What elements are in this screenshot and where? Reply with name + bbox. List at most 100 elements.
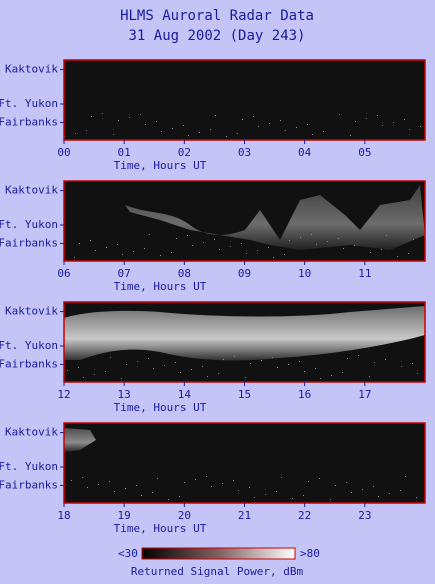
colorbar-max: >80 bbox=[300, 547, 320, 560]
noise-dot bbox=[362, 489, 363, 490]
noise-dot bbox=[347, 358, 348, 359]
noise-dot bbox=[234, 356, 235, 357]
noise-dot bbox=[122, 254, 123, 255]
noise-dot bbox=[316, 244, 317, 245]
noise-dot bbox=[296, 127, 297, 128]
noise-dot bbox=[288, 364, 289, 365]
noise-dot bbox=[373, 486, 374, 487]
x-tick-label: 19 bbox=[118, 509, 131, 522]
y-category-label: Fairbanks bbox=[0, 478, 58, 491]
noise-dot bbox=[351, 492, 352, 493]
noise-dot bbox=[381, 249, 382, 250]
noise-dot bbox=[183, 125, 184, 126]
noise-dot bbox=[400, 490, 401, 491]
x-tick-label: 16 bbox=[298, 388, 311, 401]
x-tick-label: 14 bbox=[178, 388, 192, 401]
noise-dot bbox=[241, 243, 242, 244]
noise-dot bbox=[338, 238, 339, 239]
noise-dot bbox=[102, 113, 103, 114]
y-category-label: Kaktovik bbox=[5, 305, 58, 318]
x-tick-label: 03 bbox=[238, 146, 251, 159]
noise-dot bbox=[393, 122, 394, 123]
noise-dot bbox=[307, 124, 308, 125]
noise-dot bbox=[149, 234, 150, 235]
radar-echo bbox=[64, 428, 96, 452]
x-tick-label: 21 bbox=[238, 509, 251, 522]
colorbar-min: <30 bbox=[118, 547, 138, 560]
noise-dot bbox=[354, 245, 355, 246]
x-tick-label: 04 bbox=[298, 146, 312, 159]
noise-dot bbox=[335, 485, 336, 486]
noise-dot bbox=[79, 243, 80, 244]
noise-dot bbox=[184, 482, 185, 483]
radar-echo bbox=[64, 306, 425, 361]
x-tick-label: 15 bbox=[238, 388, 251, 401]
noise-dot bbox=[153, 368, 154, 369]
noise-dot bbox=[300, 237, 301, 238]
noise-dot bbox=[83, 377, 84, 378]
noise-dot bbox=[299, 361, 300, 362]
noise-dot bbox=[141, 495, 142, 496]
x-tick-label: 08 bbox=[178, 267, 191, 280]
noise-dot bbox=[125, 488, 126, 489]
noise-dot bbox=[358, 355, 359, 356]
noise-dot bbox=[71, 480, 72, 481]
noise-dot bbox=[94, 374, 95, 375]
noise-dot bbox=[258, 126, 259, 127]
noise-dot bbox=[145, 124, 146, 125]
noise-dot bbox=[202, 366, 203, 367]
noise-dot bbox=[276, 491, 277, 492]
colorbar-label: Returned Signal Power, dBm bbox=[131, 565, 304, 578]
y-category-label: Fairbanks bbox=[0, 115, 58, 128]
x-axis-label: Time, Hours UT bbox=[114, 401, 207, 414]
noise-dot bbox=[215, 115, 216, 116]
noise-dot bbox=[114, 491, 115, 492]
noise-dot bbox=[420, 126, 421, 127]
noise-dot bbox=[223, 359, 224, 360]
noise-dot bbox=[195, 479, 196, 480]
x-tick-label: 10 bbox=[298, 267, 311, 280]
noise-dot bbox=[192, 245, 193, 246]
noise-dot bbox=[249, 487, 250, 488]
noise-dot bbox=[191, 369, 192, 370]
noise-dot bbox=[219, 249, 220, 250]
noise-dot bbox=[272, 357, 273, 358]
noise-dot bbox=[95, 250, 96, 251]
noise-dot bbox=[346, 482, 347, 483]
noise-dot bbox=[98, 484, 99, 485]
noise-dot bbox=[312, 134, 313, 135]
noise-dot bbox=[237, 133, 238, 134]
noise-dot bbox=[327, 241, 328, 242]
y-category-label: Kaktovik bbox=[5, 426, 58, 439]
noise-dot bbox=[121, 378, 122, 379]
noise-dot bbox=[203, 242, 204, 243]
y-category-label: Ft. Yukon bbox=[0, 97, 58, 110]
noise-dot bbox=[168, 499, 169, 500]
noise-dot bbox=[129, 117, 130, 118]
noise-dot bbox=[315, 368, 316, 369]
colorbar bbox=[141, 547, 296, 560]
noise-dot bbox=[401, 366, 402, 367]
noise-dot bbox=[268, 247, 269, 248]
x-tick-label: 07 bbox=[118, 267, 131, 280]
noise-dot bbox=[404, 119, 405, 120]
noise-dot bbox=[308, 481, 309, 482]
heatmap-panel bbox=[64, 423, 425, 503]
noise-dot bbox=[214, 239, 215, 240]
x-axis-label: Time, Hours UT bbox=[114, 522, 207, 535]
noise-dot bbox=[207, 376, 208, 377]
noise-dot bbox=[331, 375, 332, 376]
noise-dot bbox=[374, 362, 375, 363]
noise-dot bbox=[413, 239, 414, 240]
noise-dot bbox=[105, 371, 106, 372]
x-axis-label: Time, Hours UT bbox=[114, 280, 207, 293]
noise-dot bbox=[110, 357, 111, 358]
x-tick-label: 23 bbox=[358, 509, 371, 522]
noise-dot bbox=[230, 246, 231, 247]
noise-dot bbox=[343, 248, 344, 249]
noise-dot bbox=[366, 118, 367, 119]
noise-dot bbox=[106, 247, 107, 248]
noise-dot bbox=[408, 253, 409, 254]
y-category-label: Fairbanks bbox=[0, 357, 58, 370]
